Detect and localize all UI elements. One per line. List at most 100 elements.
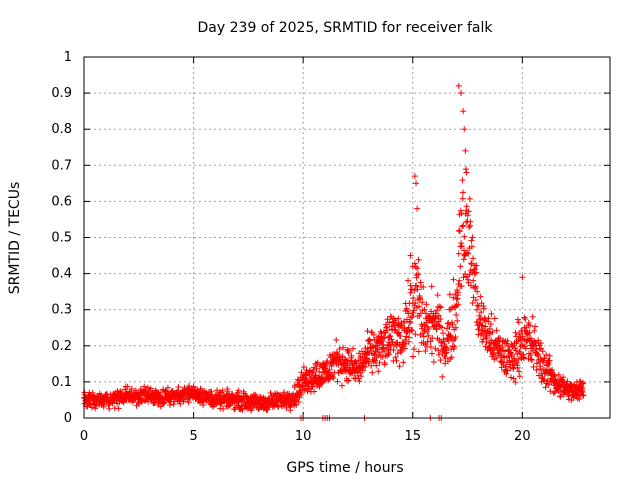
data-point xyxy=(398,344,405,351)
data-point xyxy=(515,319,522,326)
data-point xyxy=(504,367,511,374)
data-point xyxy=(407,319,414,326)
data-point xyxy=(441,340,448,347)
data-point xyxy=(457,263,464,270)
data-point xyxy=(541,355,548,362)
data-point xyxy=(115,405,122,412)
data-point xyxy=(375,368,382,375)
data-point xyxy=(547,367,554,374)
data-point xyxy=(397,349,404,356)
data-point xyxy=(155,401,162,408)
data-point xyxy=(580,380,587,387)
data-point xyxy=(525,319,532,326)
data-point xyxy=(469,299,476,306)
data-point xyxy=(491,315,498,322)
data-point xyxy=(411,173,418,180)
data-point xyxy=(398,347,405,354)
y-tick-label: 0.7 xyxy=(51,158,72,173)
data-point xyxy=(497,335,504,342)
data-point xyxy=(295,398,302,405)
data-point xyxy=(550,390,557,397)
data-point xyxy=(407,314,414,321)
data-point xyxy=(381,334,388,341)
data-point xyxy=(298,391,305,398)
data-point xyxy=(190,383,197,390)
data-point xyxy=(472,283,479,290)
data-point xyxy=(514,316,521,323)
data-point xyxy=(363,354,370,361)
data-point xyxy=(456,277,463,284)
x-axis-title: GPS time / hours xyxy=(286,460,403,476)
data-point xyxy=(487,321,494,328)
data-point xyxy=(454,289,461,296)
data-point xyxy=(381,361,388,368)
data-point xyxy=(463,203,470,210)
data-point xyxy=(309,369,316,376)
data-point xyxy=(281,389,288,396)
data-point xyxy=(456,227,463,234)
data-point xyxy=(443,344,450,351)
data-point xyxy=(474,302,481,309)
data-point xyxy=(392,354,399,361)
data-point xyxy=(313,361,320,368)
data-point xyxy=(425,325,432,332)
plot-frame xyxy=(83,56,611,419)
data-point xyxy=(346,347,353,354)
data-point xyxy=(523,330,530,337)
data-point xyxy=(558,377,565,384)
data-point xyxy=(407,252,414,259)
data-point xyxy=(451,343,458,350)
data-point xyxy=(388,336,395,343)
data-point xyxy=(525,355,532,362)
data-point xyxy=(504,337,511,344)
x-tick-label: 5 xyxy=(189,429,197,444)
data-point xyxy=(464,249,471,256)
data-point xyxy=(528,356,535,363)
data-point xyxy=(373,362,380,369)
data-point xyxy=(386,319,393,326)
x-tick-label: 0 xyxy=(80,429,88,444)
data-point xyxy=(455,301,462,308)
data-point xyxy=(175,383,182,390)
data-point xyxy=(496,338,503,345)
data-point xyxy=(415,271,422,278)
data-point xyxy=(395,315,402,322)
data-point xyxy=(290,395,297,402)
data-point xyxy=(433,325,440,332)
data-point xyxy=(454,317,461,324)
data-point xyxy=(434,292,441,299)
data-point xyxy=(414,286,421,293)
data-point xyxy=(528,337,535,344)
data-point xyxy=(161,399,168,406)
data-point xyxy=(88,404,95,411)
data-point xyxy=(400,359,407,366)
data-point xyxy=(106,405,113,412)
data-point xyxy=(420,284,427,291)
data-point xyxy=(329,373,336,380)
data-point xyxy=(385,351,392,358)
data-point xyxy=(100,403,107,410)
data-point xyxy=(512,379,519,386)
data-point xyxy=(383,327,390,334)
data-point xyxy=(385,349,392,356)
data-point xyxy=(552,389,559,396)
data-point xyxy=(477,293,484,300)
data-point xyxy=(455,250,462,257)
data-point xyxy=(519,274,526,281)
data-point xyxy=(482,323,489,330)
data-point xyxy=(459,195,466,202)
y-axis-title: SRMTID / TECUs xyxy=(7,182,23,295)
data-point xyxy=(468,261,475,268)
data-point xyxy=(364,328,371,335)
data-point xyxy=(515,356,522,363)
data-point xyxy=(405,277,412,284)
data-point xyxy=(415,256,422,263)
data-point xyxy=(442,355,449,362)
data-point xyxy=(124,383,131,390)
data-point xyxy=(283,404,290,411)
data-point xyxy=(485,315,492,322)
data-point xyxy=(413,274,420,281)
data-point xyxy=(479,322,486,329)
y-tick-label: 0.3 xyxy=(51,303,72,318)
data-point xyxy=(409,263,416,270)
